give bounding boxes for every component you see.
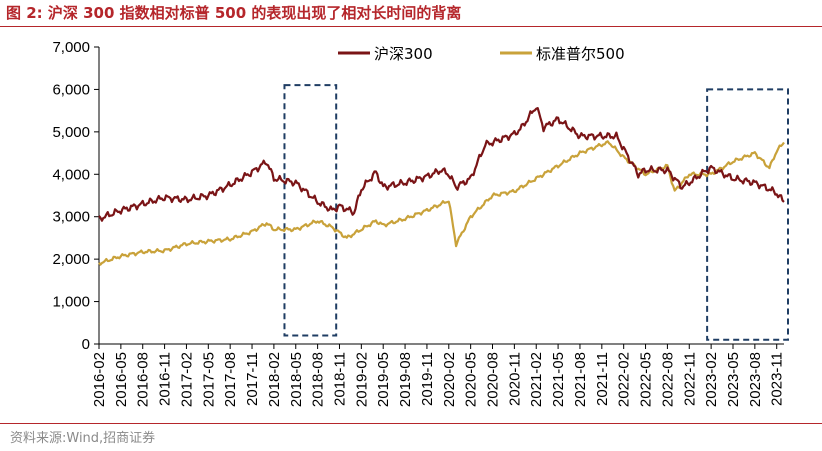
x-tick-label: 2023-05 [725, 352, 742, 407]
highlight-box [706, 88, 790, 341]
x-tick-label: 2016-11 [157, 352, 174, 406]
x-tick-label: 2022-11 [681, 352, 698, 406]
x-tick-label: 2018-08 [310, 352, 327, 407]
x-tick-label: 2019-08 [397, 352, 414, 407]
x-tick-label: 2018-05 [288, 352, 305, 407]
x-tick-label: 2019-11 [419, 352, 436, 406]
legend-label-csi300: 沪深300 [374, 45, 433, 63]
x-tick-label: 2020-11 [506, 352, 523, 406]
axes: 0 1,000 2,000 3,000 4,000 5,000 6,000 7,000 2016… [52, 39, 785, 407]
y-tick-label: 6,000 [52, 81, 90, 98]
x-tick-label: 2018-11 [331, 352, 348, 406]
y-tick-label: 3,000 [52, 209, 90, 226]
footer-rule [0, 423, 822, 424]
x-tick-label: 2016-08 [135, 352, 152, 407]
y-tick-label: 0 [82, 336, 90, 353]
x-tick-label: 2016-02 [91, 352, 108, 407]
series-line-csi300 [98, 106, 785, 222]
y-tick-label: 2,000 [52, 251, 90, 268]
x-tick-label: 2023-11 [769, 352, 786, 406]
legend-label-sp500: 标准普尔500 [536, 45, 625, 63]
x-tick-label: 2021-11 [594, 352, 611, 406]
legend: 沪深300 标准普尔500 [338, 45, 625, 63]
x-tick-label: 2018-02 [266, 352, 283, 407]
x-tick-label: 2021-02 [528, 352, 545, 407]
x-tick-label: 2020-08 [485, 352, 502, 407]
y-tick-label: 1,000 [52, 294, 90, 311]
x-tick-label: 2020-05 [463, 352, 480, 407]
highlight-boxes [283, 84, 790, 341]
x-tick-label: 2021-08 [572, 352, 589, 407]
x-tick-label: 2022-05 [638, 352, 655, 407]
chart-title: 图 2: 沪深 300 指数相对标普 500 的表现出现了相对长时间的背离 [6, 4, 462, 22]
x-tick-label: 2019-05 [375, 352, 392, 407]
highlight-box [283, 84, 338, 337]
x-tick-label: 2021-05 [550, 352, 567, 407]
x-tick-label: 2020-02 [441, 352, 458, 407]
x-tick-label: 2023-02 [703, 352, 720, 407]
x-tick-label: 2017-05 [200, 352, 217, 407]
title-rule [0, 26, 822, 27]
y-tick-label: 4,000 [52, 166, 90, 183]
source-note: 资料来源:Wind,招商证券 [10, 431, 156, 446]
x-tick-label: 2019-02 [353, 352, 370, 407]
x-tick-label: 2023-08 [747, 352, 764, 407]
x-tick-label: 2016-05 [113, 352, 130, 407]
series-line-sp500 [98, 140, 785, 266]
x-tick-label: 2017-08 [222, 352, 239, 407]
y-tick-label: 5,000 [52, 124, 90, 141]
y-tick-label: 7,000 [52, 39, 90, 56]
x-tick-label: 2017-02 [178, 352, 195, 407]
x-tick-label: 2017-11 [244, 352, 261, 406]
x-tick-label: 2022-08 [659, 352, 676, 407]
series-lines [98, 106, 785, 266]
x-tick-label: 2022-02 [616, 352, 633, 407]
